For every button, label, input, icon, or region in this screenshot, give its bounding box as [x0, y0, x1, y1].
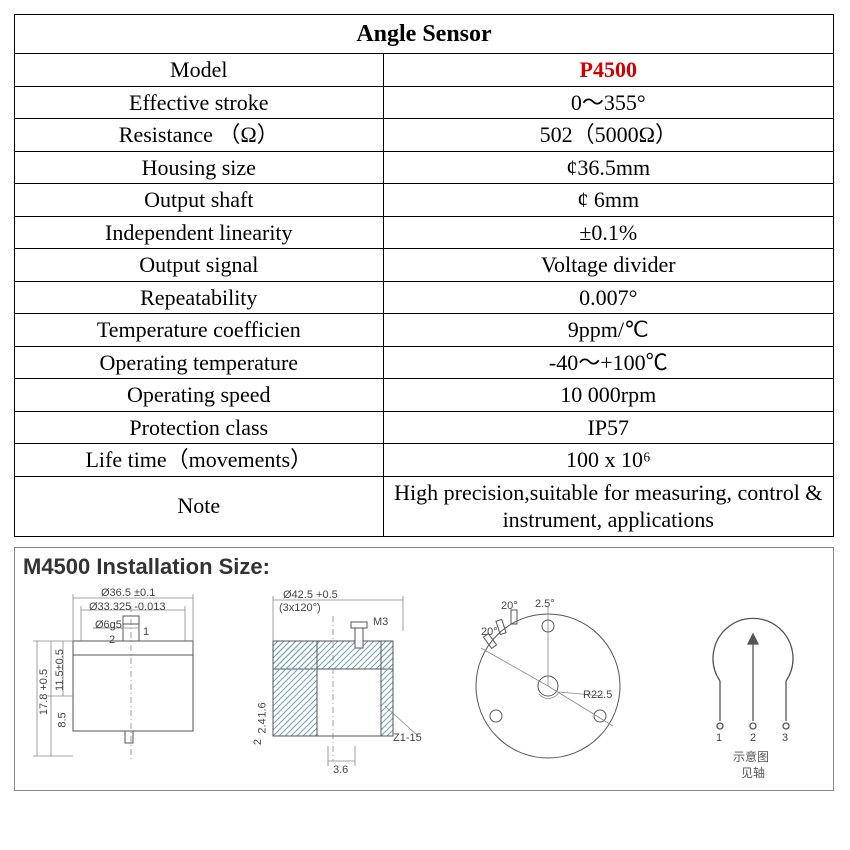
spec-value: -40～+100℃ [383, 346, 833, 379]
schematic-cn-1: 示意图 [733, 748, 769, 765]
dim-thread: M3 [373, 616, 388, 628]
spec-label: Operating speed [15, 379, 384, 412]
dim-slot-h: 2 [109, 634, 115, 646]
drawing-schematic: 1 2 3 示意图 见轴 [663, 586, 843, 786]
spec-label: Independent linearity [15, 216, 384, 249]
table-row: Independent linearity±0.1% [15, 216, 834, 249]
dim-h-upper: 11.5±0.5 [54, 649, 66, 691]
dim-ang-top: 2.5° [535, 598, 555, 610]
spec-label: Effective stroke [15, 86, 384, 119]
spec-value: 100 x 10⁶ [383, 444, 833, 477]
spec-value: 9ppm/℃ [383, 314, 833, 347]
spec-value: 502（5000Ω） [383, 119, 833, 152]
spec-value: ±0.1% [383, 216, 833, 249]
pin-1: 1 [716, 732, 722, 744]
dim-outer-dia: Ø36.5 ±0.1 [101, 587, 155, 599]
dim-step3: 2 [252, 738, 264, 744]
spec-label: Housing size [15, 151, 384, 184]
pin-3: 3 [782, 732, 788, 744]
spec-label: Output signal [15, 249, 384, 282]
dim-shaft: Ø6g5 [95, 619, 122, 631]
dim-ang-gap: 20° [501, 600, 518, 612]
table-row: Protection classIP57 [15, 411, 834, 444]
spec-label: Protection class [15, 411, 384, 444]
spec-value: 0～355° [383, 86, 833, 119]
dim-h-step: 8.5 [57, 712, 69, 727]
dim-step2: 2.4 [257, 718, 269, 733]
installation-section: M4500 Installation Size: [14, 547, 834, 791]
table-row: Output signalVoltage divider [15, 249, 834, 282]
dim-slot-w: 1 [143, 626, 149, 638]
dim-bolt-note: (3x120°) [279, 602, 321, 614]
table-row: Temperature coefficien9ppm/℃ [15, 314, 834, 347]
dim-inner-dia: Ø33.325 -0.013 [89, 601, 165, 613]
dim-z: Z1-15 [393, 732, 422, 744]
table-row: Output shaft¢ 6mm [15, 184, 834, 217]
spec-table: Angle SensorModelP4500Effective stroke0～… [14, 14, 834, 537]
table-row: Life time（movements）100 x 10⁶ [15, 444, 834, 477]
dim-h-total: 17.8 +0.5 [38, 668, 50, 714]
table-row-note: NoteHigh precision,suitable for measurin… [15, 476, 834, 536]
dim-depth: 3.6 [333, 764, 348, 776]
spec-value: 0.007° [383, 281, 833, 314]
spec-label: Output shaft [15, 184, 384, 217]
spec-value: Voltage divider [383, 249, 833, 282]
drawing-side-section: Ø36.5 ±0.1 Ø33.325 -0.013 Ø6g5 1 2 17.8 … [23, 586, 233, 786]
spec-value: P4500 [383, 54, 833, 87]
table-row: Repeatability0.007° [15, 281, 834, 314]
install-heading: M4500 Installation Size: [23, 554, 825, 580]
drawings-row: Ø36.5 ±0.1 Ø33.325 -0.013 Ø6g5 1 2 17.8 … [23, 586, 825, 786]
spec-value: ¢ 6mm [383, 184, 833, 217]
table-row: Operating temperature-40～+100℃ [15, 346, 834, 379]
schematic-cn-2: 见轴 [741, 764, 765, 781]
spec-value: IP57 [383, 411, 833, 444]
drawing-mounting-section: Ø42.5 +0.5 (3x120°) M3 Z1-15 3.6 1.6 2.4… [243, 586, 433, 786]
table-row: ModelP4500 [15, 54, 834, 87]
spec-label: Resistance （Ω） [15, 119, 384, 152]
dim-ang-left: 20° [481, 626, 498, 638]
spec-value: 10 000rpm [383, 379, 833, 412]
pin-2: 2 [750, 732, 756, 744]
table-row: Operating speed10 000rpm [15, 379, 834, 412]
dim-radius: R22.5 [583, 689, 612, 701]
spec-label: Repeatability [15, 281, 384, 314]
spec-value: ¢36.5mm [383, 151, 833, 184]
spec-label: Model [15, 54, 384, 87]
table-row: Housing size¢36.5mm [15, 151, 834, 184]
note-value: High precision,suitable for measuring, c… [383, 476, 833, 536]
dim-step1: 1.6 [257, 702, 269, 717]
note-label: Note [15, 476, 384, 536]
table-row: Resistance （Ω）502（5000Ω） [15, 119, 834, 152]
spec-label: Temperature coefficien [15, 314, 384, 347]
spec-label: Life time（movements） [15, 444, 384, 477]
dim-bolt-circle: Ø42.5 +0.5 [283, 589, 338, 601]
drawing-front-face: R22.5 20° 2.5° 20° [443, 586, 653, 786]
table-row: Effective stroke0～355° [15, 86, 834, 119]
spec-label: Operating temperature [15, 346, 384, 379]
table-title: Angle Sensor [15, 15, 834, 54]
